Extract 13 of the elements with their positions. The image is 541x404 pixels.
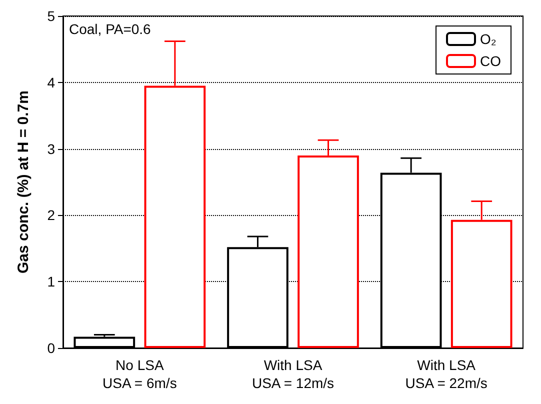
x-tick-label: No LSA USA = 6m/s (102, 357, 177, 391)
y-tick-label: 5 (47, 8, 56, 24)
y-tick-label: 1 (47, 274, 56, 290)
y-tick-label: 2 (47, 207, 56, 224)
x-tick-label: With LSA USA = 22m/s (405, 357, 488, 391)
y-tick-label: 0 (47, 340, 56, 356)
legend-label: CO (480, 53, 502, 69)
annotation: Coal, PA=0.6 (69, 21, 152, 37)
y-axis-title: Gas conc. (%) at H = 0.7m (15, 90, 32, 274)
legend-label: O₂ (480, 31, 496, 47)
y-tick-label: 4 (47, 74, 56, 90)
x-tick-label: With LSA USA = 12m/s (252, 357, 334, 391)
y-tick-label: 3 (47, 140, 56, 157)
